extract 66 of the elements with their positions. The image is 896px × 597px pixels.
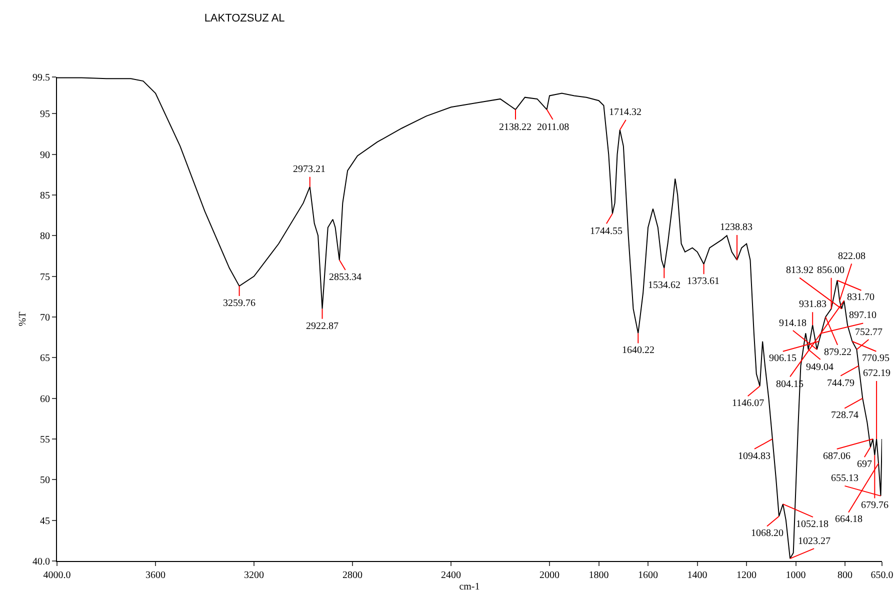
x-tick-label: 4000.0 (43, 570, 71, 581)
x-tick-label: 650.0 (870, 570, 894, 581)
annotation: 1052.18 (796, 519, 828, 530)
x-tick-label: 3600 (146, 570, 166, 581)
annotation: 728.74 (831, 410, 858, 421)
y-tick-label: 55 (40, 434, 50, 446)
annotation: 3259.76 (223, 298, 256, 309)
y-tick-label: 45 (40, 516, 50, 527)
y-tick-label: 90 (40, 150, 50, 161)
annotation: 770.95 (862, 353, 890, 364)
annotation: 1714.32 (609, 107, 642, 118)
annotation: 906.15 (769, 353, 796, 364)
y-tick-label: 70 (40, 312, 50, 324)
y-tick-label: 75 (40, 272, 50, 283)
x-tick-label: 1800 (588, 570, 609, 581)
annotation: 2853.34 (329, 272, 362, 283)
annotation: 1068.20 (751, 528, 784, 539)
annotation: 697 (857, 459, 872, 470)
annotation: 1146.07 (732, 398, 764, 409)
annotation: 752.77 (855, 327, 882, 338)
annotation: 879.22 (824, 347, 852, 358)
annotation: 856.00 (817, 265, 844, 276)
y-tick-label: 40.0 (32, 556, 50, 568)
y-tick-label: 65 (40, 353, 50, 364)
annotation: 2922.87 (306, 321, 338, 332)
annotation: 2138.22 (499, 122, 532, 133)
annotation: 664.18 (835, 514, 862, 525)
annotation: 655.13 (831, 473, 858, 484)
annotation: 1238.83 (720, 222, 752, 233)
annotation: 1373.61 (687, 276, 720, 287)
annotation: 822.08 (838, 251, 866, 262)
x-tick-label: 1200 (736, 570, 757, 581)
annotation: 1534.62 (648, 280, 680, 291)
y-tick-label: 85 (40, 190, 50, 202)
annotation: 687.06 (823, 451, 850, 462)
x-tick-label: 3200 (244, 570, 264, 581)
annotation: 831.70 (847, 292, 874, 303)
y-axis-title: %T (18, 312, 28, 326)
annotation: 2011.08 (537, 122, 570, 133)
annotation: 1640.22 (622, 345, 654, 356)
chart-title: LAKTOZSUZ AL (204, 12, 285, 25)
annotation: 897.10 (849, 310, 876, 321)
annotation: 672.19 (863, 368, 890, 379)
annotation: 931.83 (799, 299, 826, 310)
x-tick-label: 2800 (342, 570, 363, 581)
y-tick-label: 80 (40, 231, 50, 242)
annotation: 813.92 (786, 265, 814, 276)
annotation: 744.79 (827, 378, 854, 389)
y-tick-label: 95 (40, 109, 50, 120)
y-tick-label: 99.5 (32, 72, 50, 84)
annotation: 679.76 (861, 500, 888, 511)
x-tick-label: 1400 (687, 570, 708, 581)
annotation: 949.04 (806, 362, 834, 373)
x-tick-label: 2400 (441, 570, 462, 581)
y-tick-label: 60 (40, 394, 50, 405)
annotation: 1094.83 (738, 451, 770, 462)
x-tick-label: 2000 (540, 570, 560, 581)
x-axis-title: cm-1 (459, 582, 480, 592)
annotation: 1023.27 (798, 536, 830, 547)
annotation: 2973.21 (293, 164, 326, 175)
x-tick-label: 800 (838, 570, 853, 581)
y-tick-label: 50 (40, 475, 50, 486)
x-tick-label: 1000 (786, 570, 806, 581)
annotation: 914.18 (779, 318, 806, 329)
annotation: 1744.55 (590, 226, 622, 237)
x-tick-label: 1600 (638, 570, 658, 581)
